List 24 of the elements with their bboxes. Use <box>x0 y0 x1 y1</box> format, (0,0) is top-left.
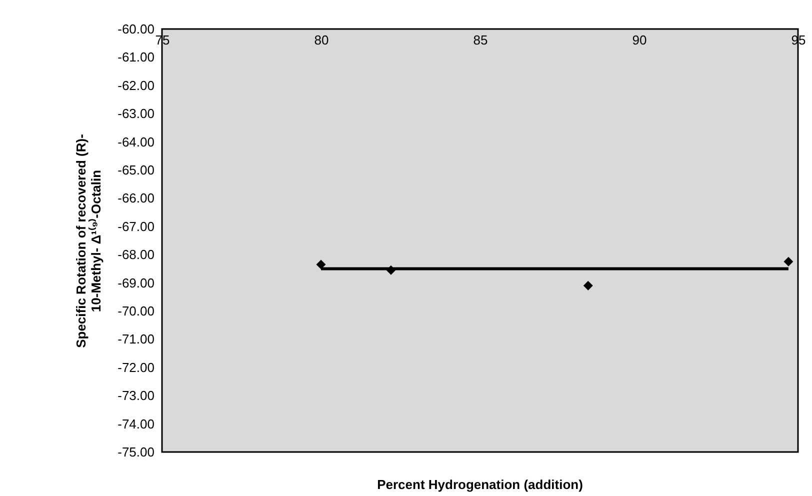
x-tick-label: 90 <box>632 32 647 48</box>
y-tick-label: -75.00 <box>118 444 154 460</box>
y-tick-label: -72.00 <box>118 360 154 375</box>
y-tick-label: -63.00 <box>118 106 154 122</box>
x-axis-title: Percent Hydrogenation (addition) <box>377 477 583 492</box>
y-tick-label: -70.00 <box>118 304 154 318</box>
y-tick-label: -62.00 <box>118 78 154 93</box>
point <box>316 260 326 270</box>
y-tick-label: -65.00 <box>118 162 154 178</box>
y-tick-label: -73.00 <box>118 388 154 404</box>
y-tick-label: -61.00 <box>118 50 154 65</box>
point <box>784 256 794 266</box>
y-tick-label: -66.00 <box>118 190 154 206</box>
x-tick-label: 85 <box>473 32 488 48</box>
y-tick-label: -71.00 <box>118 332 154 347</box>
x-tick-label: 80 <box>314 32 329 48</box>
y-axis-title: Specific Rotation of recovered (R)- 10-Methyl- Δ¹⁽⁹⁾-Octalin <box>74 134 104 348</box>
point <box>583 280 593 290</box>
y-tick-label: -60.00 <box>118 22 154 36</box>
y-tick-label: -67.00 <box>118 218 154 234</box>
y-tick-label: -64.00 <box>118 134 154 150</box>
y-tick-label: -74.00 <box>118 416 154 432</box>
y-tick-label: -68.00 <box>118 247 154 262</box>
y-tick-label: -69.00 <box>118 275 154 290</box>
